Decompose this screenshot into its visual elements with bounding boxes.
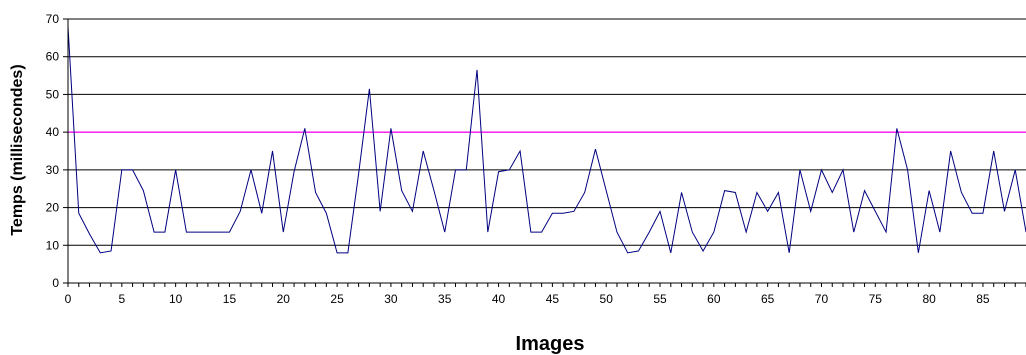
x-tick-label-40: 40 [492,292,506,306]
x-tick-label-10: 10 [169,292,183,306]
series-line-0 [67,26,1026,254]
x-tick-label-30: 30 [384,292,398,306]
y-axis-title: Temps (millisecondes) [9,64,26,235]
x-tick-label-75: 75 [869,292,883,306]
y-tick-label-20: 20 [46,201,60,215]
x-tick-label-80: 80 [922,292,936,306]
y-tick-label-0: 0 [52,276,59,290]
y-tick-label-70: 70 [46,12,60,26]
x-tick-label-35: 35 [438,292,452,306]
x-tick-label-5: 5 [118,292,125,306]
x-tick-label-70: 70 [815,292,829,306]
x-tick-label-60: 60 [707,292,721,306]
x-tick-label-15: 15 [223,292,237,306]
y-tick-label-60: 60 [46,50,60,64]
x-tick-labels: 0 5 10 15 20 25 30 35 40 45 50 55 60 65 70 75 80 85 [65,292,990,306]
y-tick-label-30: 30 [46,163,60,177]
x-axis-title: Images [516,333,585,355]
series-layer [67,26,1026,254]
x-tick-label-50: 50 [600,292,614,306]
y-tick-label-50: 50 [46,87,60,101]
y-tick-label-40: 40 [46,125,60,139]
x-tick-label-85: 85 [976,292,990,306]
axes [63,18,1026,287]
x-tick-label-45: 45 [546,292,560,306]
x-tick-label-20: 20 [277,292,291,306]
y-tick-labels: 0 10 20 30 40 50 60 70 [46,12,60,290]
x-tick-label-55: 55 [653,292,667,306]
x-tick-label-0: 0 [65,292,72,306]
x-tick-label-65: 65 [761,292,775,306]
y-tick-label-10: 10 [46,238,60,252]
x-tick-label-25: 25 [330,292,344,306]
